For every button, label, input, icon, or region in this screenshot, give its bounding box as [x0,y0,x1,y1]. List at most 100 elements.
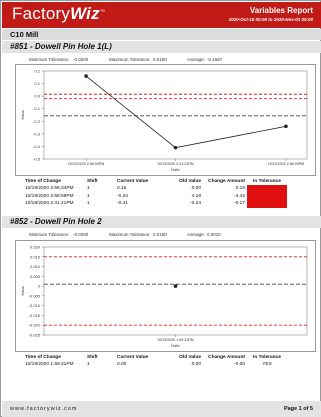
chart-title-852: #852 - Dowell Pin Hole 2 [2,216,321,228]
cell-time: 10/19/2020 2:41:21PM [25,201,74,207]
changes-table-852: Time of Change Shift Current Value Old V… [23,354,287,369]
y-axis-label: Value [20,285,25,296]
average-value-852: 0.0010 [207,232,221,237]
cell-current: -0.24 [117,193,128,199]
data-point [173,284,178,288]
table-row: 10/19/2020 2:41:21PM 1 -0.41 -0.24 -0.17… [23,200,287,208]
cell-old: 4.18 [191,193,201,199]
col-change-amount: Change Amount [208,179,245,184]
y-tick-label: -0.025 [29,333,41,338]
report-footer: www.factorywiz.com Page 1 of 5 [2,401,321,417]
logo-suffix: Wiz [70,4,100,23]
plot-area [43,70,308,160]
y-tick-label: 0 [38,284,41,289]
cell-current: 0.00 [117,362,127,368]
chart-852-svg: 0.020 0.015 0.010 0.005 0 -0.005 -0.010 -0.015 -… [20,245,308,348]
max-tolerance-label-851: Maximum Tolerance: [109,57,151,62]
y-tick-label: -0.005 [29,293,41,298]
y-tick-label: 0.005 [30,274,41,279]
cell-time: 10/19/2020 2:58:59PM [25,193,74,199]
x-tick-label: 10/19/2020 2:56:00PM [268,162,304,166]
y-tick-label: -0.2 [33,119,41,124]
cell-change: -0.00 [234,362,245,368]
chart-title-851: #851 - Dowell Pin Hole 1(L) [2,41,321,53]
x-axis-label: Date [171,167,180,172]
report-title: Variables Report [249,6,313,15]
cell-shift: 1 [87,362,90,368]
cell-shift: 1 [87,201,90,207]
factorywiz-logo: FactoryWiz™ [12,4,105,24]
average-label-852: Average: [187,232,205,237]
section-title: C10 Mill [2,29,321,40]
y-tick-label: -0.1 [33,106,41,111]
footer-url[interactable]: www.factorywiz.com [10,406,78,412]
y-tick-label: -0.015 [29,313,41,318]
y-tick-label: -0.020 [29,323,41,328]
table-row: 10/19/2020 2:58:59PM 1 -0.24 4.18 -4.42 … [23,192,287,200]
chart-851-svg: 0.2 0.1 0.0 -0.1 -0.2 -0.3 -0.4 -0.5 10/19/2020 … [20,69,308,172]
logo-prefix: Factory [12,4,71,23]
y-tick-label: 0.2 [34,69,40,74]
cell-in-tolerance: YES [262,362,272,368]
y-tick-label: 0.1 [34,81,40,86]
min-tolerance-value-852: -0.0200 [73,232,89,237]
plot-area [43,246,308,336]
table-row: 10/19/2020 2:56:34PM 1 0.16 0.00 0.16 NO [23,185,287,193]
col-in-tolerance: In Tolerance [253,355,281,360]
y-tick-label: -0.010 [29,303,41,308]
cell-in-tolerance: NO [247,192,287,200]
col-shift: Shift [87,179,98,184]
min-tolerance-label-852: Minimum Tolerance: [29,232,70,237]
average-label-851: Average: [187,57,205,62]
y-tick-label: 0.015 [30,254,41,259]
data-point [173,145,178,150]
cell-old: 0.00 [191,362,201,368]
y-tick-label: -0.4 [33,144,41,149]
col-current-value: Current Value [117,355,149,360]
report-header: FactoryWiz™ Variables Report 2020-Oct-16… [2,2,321,28]
changes-table-851: Time of Change Shift Current Value Old V… [23,178,287,208]
cell-time: 10/19/2020 1:59:31PM [25,362,74,368]
data-point [284,124,288,129]
y-tick-label: 0.010 [30,264,41,269]
y-axis-label: Value [20,109,25,120]
data-point [84,74,88,78]
cell-time: 10/19/2020 2:56:34PM [25,186,74,192]
y-tick-label: 0.020 [30,245,41,250]
col-change-amount: Change Amount [208,355,245,360]
series-line [85,75,287,149]
col-shift: Shift [87,355,98,360]
col-old-value: Old Value [179,179,201,184]
cell-shift: 1 [87,193,90,199]
min-tolerance-value-851: -0.0200 [73,57,89,62]
table-header-row: Time of Change Shift Current Value Old V… [23,178,287,185]
cell-change: -0.17 [234,201,245,207]
x-axis-label: Date [171,343,180,348]
cell-in-tolerance: NO [247,200,287,208]
y-tick-label: 0.0 [34,94,40,99]
y-tick-label: -0.5 [33,157,41,162]
col-current-value: Current Value [117,179,149,184]
col-in-tolerance: In Tolerance [253,179,281,184]
col-time-of-change: Time of Change [25,355,61,360]
x-tick-label: 10/19/2020 2:56:00PM [68,162,104,166]
cell-current: 0.16 [117,186,127,192]
col-old-value: Old Value [179,355,201,360]
cell-shift: 1 [87,186,90,192]
max-tolerance-value-852: 0.0150 [153,232,167,237]
average-value-851: -0.1567 [207,57,223,62]
cell-in-tolerance: NO [247,185,287,193]
min-tolerance-label-851: Minimum Tolerance: [29,57,70,62]
max-tolerance-label-852: Maximum Tolerance: [109,232,151,237]
cell-old: -0.24 [190,201,201,207]
x-tick-label: 10/19/2020 2:41:21PM [157,162,193,166]
page-number: Page 1 of 5 [283,406,313,412]
chart-852: 0.020 0.015 0.010 0.005 0 -0.005 -0.010 -0.015 -… [15,240,316,352]
table-row: 10/19/2020 1:59:31PM 1 0.00 0.00 -0.00 Y… [23,361,287,369]
cell-change: 0.16 [235,186,245,192]
table-header-row: Time of Change Shift Current Value Old V… [23,354,287,361]
y-tick-label: -0.3 [33,131,41,136]
chart-851: 0.2 0.1 0.0 -0.1 -0.2 -0.3 -0.4 -0.5 10/19/2020 … [15,64,316,176]
x-tick-label: 10/19/2020 1:59:31PM [157,338,193,342]
